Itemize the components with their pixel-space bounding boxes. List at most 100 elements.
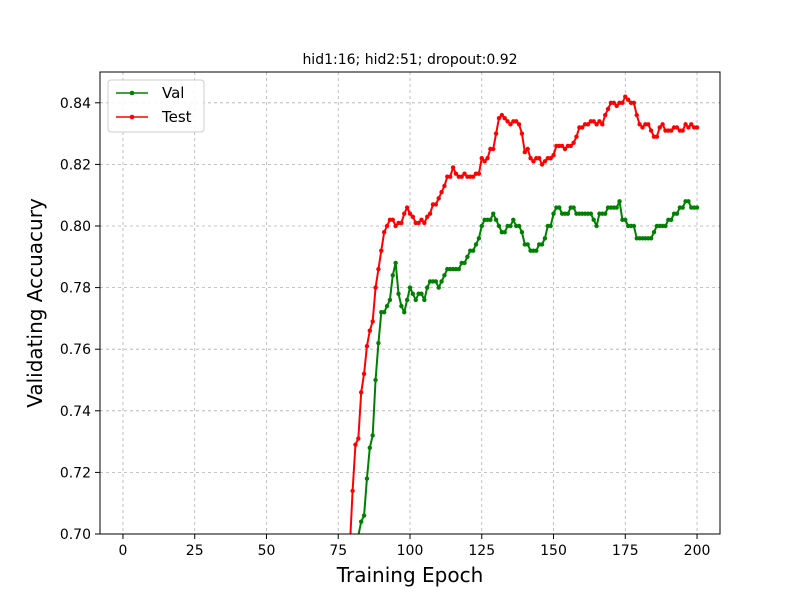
- data-point-val: [439, 279, 444, 284]
- data-point-val: [588, 211, 594, 216]
- data-point-val: [496, 223, 502, 229]
- x-tick-label: 200: [684, 543, 711, 559]
- data-point-val: [476, 236, 482, 241]
- data-point-test: [416, 220, 421, 226]
- data-point-val: [680, 205, 685, 210]
- legend-marker-test: [129, 114, 135, 120]
- data-point-val: [359, 519, 364, 524]
- data-point-val: [631, 223, 637, 229]
- data-point-val: [390, 273, 395, 278]
- x-tick-label: 125: [468, 543, 495, 559]
- series-test: [349, 94, 700, 534]
- data-point-val: [367, 445, 373, 450]
- data-point-test: [364, 343, 370, 349]
- data-point-test: [660, 122, 665, 127]
- data-point-test: [689, 122, 694, 127]
- data-point-val: [361, 513, 367, 518]
- data-point-test: [442, 183, 447, 189]
- data-point-test: [648, 128, 654, 133]
- y-axis-title: Validating Accuacury: [23, 198, 47, 408]
- data-point-test: [562, 146, 568, 152]
- data-point-val: [364, 476, 370, 481]
- data-point-val: [404, 297, 410, 303]
- data-point-test: [602, 112, 608, 118]
- data-point-test: [674, 125, 680, 130]
- data-point-val: [551, 211, 556, 216]
- legend-label-test: Test: [161, 108, 192, 126]
- data-point-val: [488, 217, 493, 223]
- data-point-val: [508, 223, 513, 229]
- data-point-val: [594, 223, 599, 229]
- data-point-test: [462, 171, 467, 176]
- data-point-val: [425, 285, 430, 290]
- data-point-test: [353, 442, 358, 447]
- data-point-val: [433, 279, 439, 284]
- data-point-test: [536, 156, 542, 161]
- data-point-test: [447, 174, 453, 179]
- x-tick-label: 75: [329, 543, 347, 559]
- data-point-test: [525, 146, 530, 152]
- data-point-test: [634, 112, 639, 118]
- data-point-val: [557, 205, 562, 210]
- data-point-test: [453, 171, 459, 176]
- data-point-test: [539, 162, 545, 167]
- data-point-test: [407, 211, 413, 216]
- data-point-test: [390, 217, 395, 223]
- axis-ticks: 0 25 50 75 100 125 150 175 200 0.70 0.72 0.74 0.76 0.…: [60, 96, 711, 559]
- x-axis-title: Training Epoch: [336, 563, 484, 587]
- data-point-test: [470, 174, 476, 179]
- data-point-test: [680, 128, 685, 133]
- data-point-test: [580, 125, 585, 130]
- data-point-val: [614, 205, 619, 210]
- data-point-test: [433, 202, 439, 207]
- x-tick-label: 175: [612, 543, 639, 559]
- data-point-test: [646, 122, 651, 127]
- data-point-val: [648, 236, 654, 241]
- series-val: [357, 199, 700, 534]
- data-point-test: [614, 103, 619, 109]
- data-point-val: [465, 254, 470, 259]
- data-point-val: [470, 248, 476, 253]
- data-point-test: [404, 205, 410, 210]
- data-point-val: [534, 248, 539, 253]
- data-point-val: [663, 223, 668, 229]
- data-point-test: [669, 128, 674, 133]
- data-point-val: [373, 377, 378, 383]
- data-point-test: [519, 131, 525, 136]
- data-point-test: [508, 122, 513, 127]
- y-tick-label: 0.74: [60, 404, 91, 420]
- data-point-test: [499, 112, 505, 118]
- data-point-test: [422, 220, 427, 226]
- data-point-val: [413, 297, 418, 303]
- data-point-test: [597, 119, 602, 124]
- data-point-val: [456, 266, 461, 272]
- data-point-test: [485, 156, 490, 161]
- data-point-test: [350, 488, 355, 494]
- data-point-test: [568, 143, 573, 149]
- data-point-val: [591, 217, 596, 223]
- data-point-test: [450, 165, 456, 170]
- data-point-val: [502, 229, 507, 235]
- data-point-test: [427, 211, 433, 216]
- data-point-val: [516, 223, 522, 229]
- data-point-test: [436, 196, 441, 201]
- data-point-test: [370, 319, 375, 324]
- data-point-val: [381, 310, 387, 315]
- data-point-val: [419, 291, 424, 296]
- data-point-val: [674, 211, 680, 216]
- data-point-test: [522, 149, 528, 155]
- data-point-val: [519, 229, 525, 235]
- data-point-val: [565, 211, 571, 216]
- data-point-val: [407, 285, 413, 290]
- data-point-val: [623, 217, 628, 223]
- data-point-val: [548, 223, 553, 229]
- data-point-val: [669, 217, 674, 223]
- data-point-test: [419, 217, 424, 223]
- data-point-test: [359, 390, 364, 395]
- data-point-val: [479, 223, 484, 229]
- data-point-test: [605, 106, 611, 112]
- data-point-test: [571, 140, 576, 146]
- data-point-test: [384, 223, 390, 229]
- data-point-test: [425, 214, 430, 219]
- y-tick-label: 0.76: [60, 342, 91, 358]
